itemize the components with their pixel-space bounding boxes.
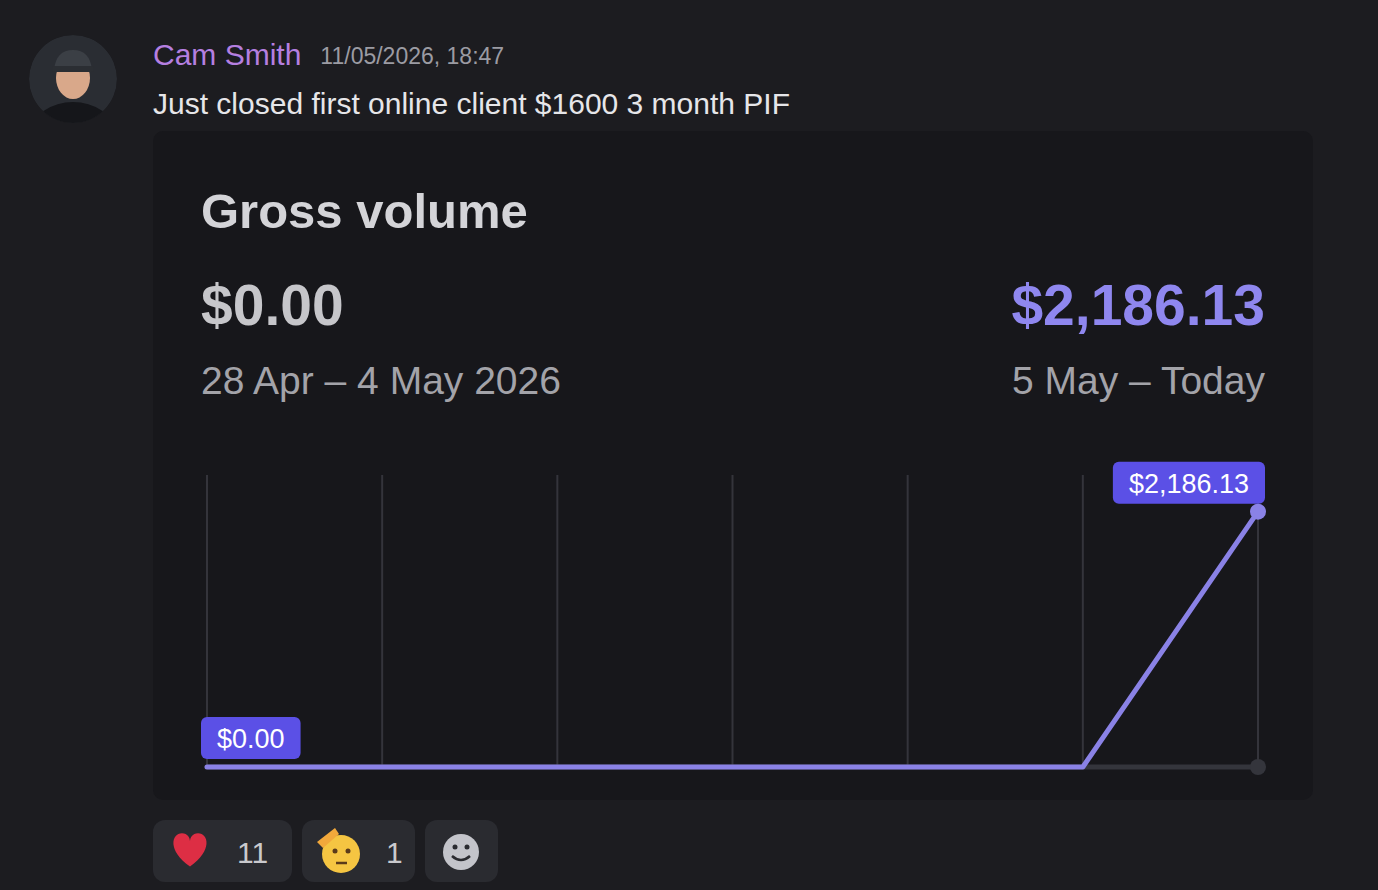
summary-value: $0.00 <box>201 273 344 337</box>
value-badge: $0.00 <box>201 717 301 759</box>
reaction[interactable]: 1 <box>302 820 415 882</box>
plot-area <box>207 504 1266 775</box>
avatar[interactable] <box>29 35 117 158</box>
avatar-body <box>33 102 113 158</box>
page: Cam Smith 11/05/2026, 18:47 Just closed fi… <box>0 0 1378 890</box>
reaction[interactable]: 11 <box>153 820 292 882</box>
add-reaction-pill[interactable] <box>425 820 498 882</box>
smiley-eye <box>465 845 470 850</box>
hand <box>317 828 339 848</box>
grid-line <box>732 475 734 767</box>
grid-line <box>907 475 909 767</box>
avatar-cap-brim <box>52 66 94 72</box>
add-reaction[interactable] <box>425 820 498 882</box>
grid-line <box>556 475 558 767</box>
badge-text: $0.00 <box>217 724 285 754</box>
heart-icon <box>173 833 206 866</box>
grid-line <box>381 475 383 767</box>
smiley-eye <box>453 845 458 850</box>
salute-icon <box>317 828 360 873</box>
reaction-pill[interactable] <box>153 820 292 882</box>
message-text: Just closed first online client $1600 3 … <box>153 87 790 120</box>
timestamp: 11/05/2026, 18:47 <box>320 43 504 69</box>
smiley-face <box>443 834 479 870</box>
badge-bg <box>1113 462 1265 504</box>
grid-line <box>1082 475 1084 767</box>
author-name[interactable]: Cam Smith <box>153 38 301 71</box>
value-badge: $2,186.13 <box>1113 462 1265 504</box>
end-dot <box>1250 759 1266 775</box>
summary-value: $2,186.13 <box>1011 273 1265 337</box>
badge-bg <box>201 717 301 759</box>
badge-text: $2,186.13 <box>1129 469 1249 499</box>
background <box>0 0 1378 890</box>
grid <box>207 475 1258 767</box>
reaction-count: 1 <box>386 836 403 869</box>
series-line <box>207 512 1258 767</box>
eye <box>333 849 338 854</box>
embed-card <box>153 131 1313 800</box>
summary-period: 28 Apr – 4 May 2026 <box>201 359 561 402</box>
eye <box>346 849 351 854</box>
mouth <box>336 862 347 865</box>
end-dot <box>1250 504 1266 520</box>
chart-title: Gross volume <box>201 184 528 238</box>
smiley-mouth <box>452 856 470 860</box>
reaction-count: 11 <box>237 836 268 869</box>
summary-period: 5 May – Today <box>1012 359 1265 402</box>
reaction-pill[interactable] <box>302 820 415 882</box>
